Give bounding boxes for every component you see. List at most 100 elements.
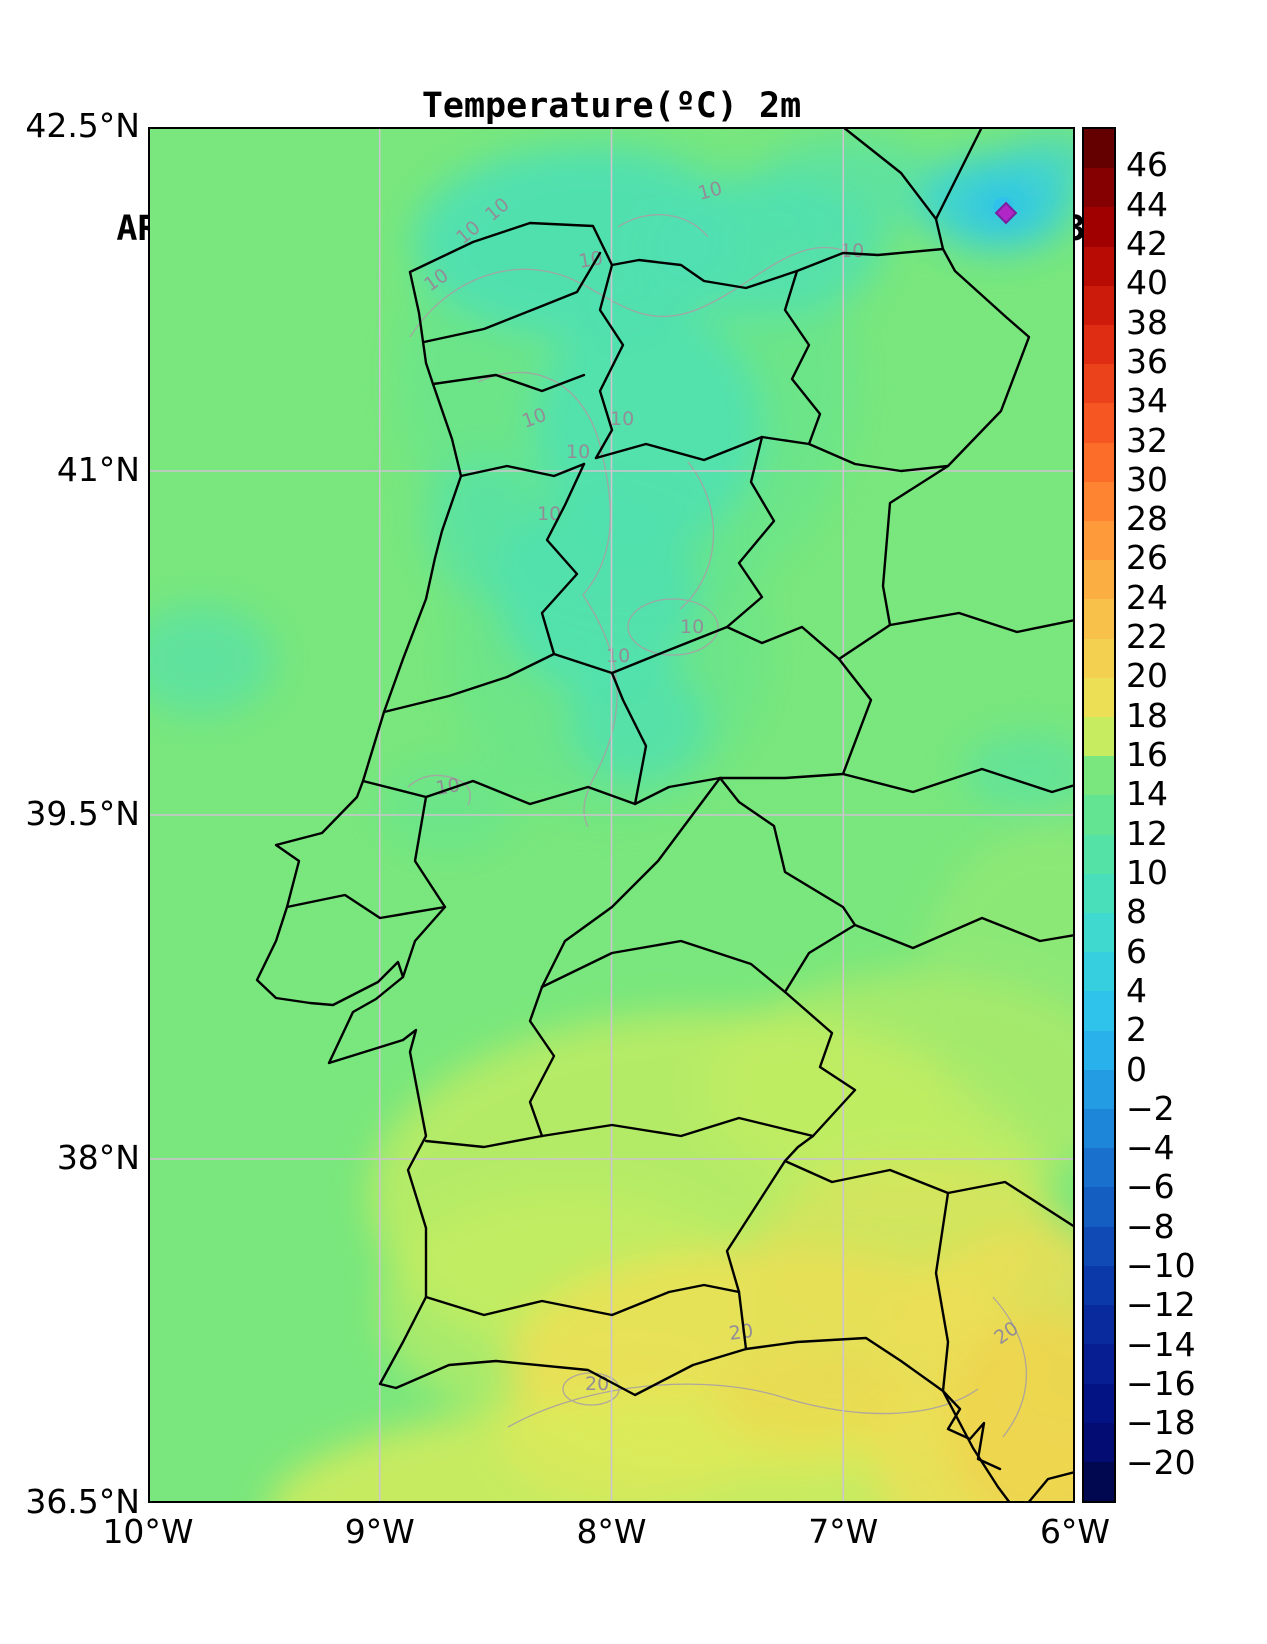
district-boundary [610, 671, 648, 806]
district-boundary [382, 625, 841, 714]
x-tick-label: 9°W [344, 1512, 415, 1551]
colorbar-segment [1084, 952, 1114, 992]
district-boundary [424, 1283, 741, 1317]
colorbar-segment [1084, 364, 1114, 404]
colorbar-segment [1084, 1226, 1114, 1266]
colorbar-segment [1084, 834, 1114, 874]
colorbar-segment [1084, 325, 1114, 365]
colorbar-segment [1084, 756, 1114, 796]
spain-province-line [783, 1159, 1075, 1229]
colorbar-tick-label: 18 [1126, 695, 1168, 735]
x-tick-label: 8°W [576, 1512, 647, 1551]
colorbar-tick-label: −16 [1126, 1364, 1196, 1404]
colorbar-tick-label: 20 [1126, 656, 1168, 696]
colorbar-segment [1084, 403, 1114, 443]
y-tick-label: 39.5°N [25, 794, 140, 833]
colorbar-segment [1084, 521, 1114, 561]
colorbar-tick-label: 42 [1126, 223, 1168, 263]
x-tick-label: 7°W [808, 1512, 879, 1551]
colorbar-segment [1084, 1148, 1114, 1188]
colorbar-segment [1084, 1461, 1114, 1502]
colorbar-tick-label: 6 [1126, 931, 1147, 971]
colorbar-tick-label: 40 [1126, 263, 1168, 303]
contour-label: 10 [680, 616, 704, 638]
colorbar-segment [1084, 285, 1114, 326]
colorbar-segment [1084, 442, 1114, 482]
contour-label: 10 [537, 503, 561, 525]
district-boundary [540, 776, 722, 989]
colorbar-tick-label: −10 [1126, 1246, 1196, 1286]
colorbar-tick-label: 4 [1126, 970, 1147, 1010]
colorbar-segment [1084, 717, 1114, 757]
spain-province-line [841, 767, 1075, 794]
colorbar-tick-label: 12 [1126, 813, 1168, 853]
colorbar-segment [1084, 481, 1114, 522]
district-boundary [540, 1116, 815, 1138]
colorbar-tick-label: 44 [1126, 184, 1168, 224]
colorbar-segment [1084, 1109, 1114, 1149]
colorbar-segment [1084, 1344, 1114, 1384]
colorbar-tick-label: −14 [1126, 1324, 1196, 1364]
colorbar-segment [1084, 677, 1114, 718]
coastline [255, 270, 1012, 1503]
district-boundary [361, 776, 722, 806]
spain-province-line [934, 127, 984, 221]
contour-label: 10 [566, 441, 590, 463]
chart-title: Temperature(ºC) 2m [421, 86, 802, 126]
colorbar-tick-label: −12 [1126, 1285, 1196, 1325]
colorbar-tick-label: 8 [1126, 892, 1147, 932]
guadalquivir-estuary [941, 1389, 1002, 1471]
spain-province-line [853, 916, 1075, 950]
district-boundary [594, 263, 625, 460]
district-boundary [431, 373, 586, 393]
colorbar-tick-label: 24 [1126, 577, 1168, 617]
spain-province-line [841, 127, 945, 251]
colorbar-segment [1084, 1069, 1114, 1110]
district-boundary [424, 1134, 544, 1149]
y-tick-label: 36.5°N [25, 1482, 140, 1521]
colorbar-segment [1084, 168, 1114, 208]
district-boundary [528, 985, 556, 1138]
colorbar-tick-label: −2 [1126, 1088, 1175, 1128]
colorbar-tick-label: 36 [1126, 341, 1168, 381]
colorbar-tick-label: 28 [1126, 499, 1168, 539]
spain-province-line [934, 1191, 950, 1393]
colorbar-tick-label: −4 [1126, 1128, 1175, 1168]
colorbar-tick-label: 32 [1126, 420, 1168, 460]
boundaries [255, 127, 1075, 1503]
colorbar-segment [1084, 991, 1114, 1031]
colorbar-tick-label: −8 [1126, 1206, 1175, 1246]
colorbar-segment [1084, 913, 1114, 953]
district-boundary [725, 435, 776, 629]
map-svg: 10 10 10 10 10 10 10 10 10 10 10 10 10 2… [148, 127, 1075, 1503]
colorbar-tick-label: 26 [1126, 538, 1168, 578]
coastline-cadiz [1026, 1470, 1075, 1503]
colorbar-segment [1084, 246, 1114, 286]
district-boundary [459, 462, 586, 478]
min-temp-marker [994, 201, 1018, 225]
x-tick-label: 6°W [1039, 1512, 1111, 1551]
colorbar-tick-label: 22 [1126, 617, 1168, 657]
colorbar-tick-label: 30 [1126, 459, 1168, 499]
colorbar-tick-label: 16 [1126, 735, 1168, 775]
contour-label: 20 [728, 1320, 755, 1345]
colorbar-segment [1084, 560, 1114, 600]
colorbar-segment [1084, 129, 1114, 169]
contour-label: 10 [840, 240, 864, 262]
y-tick-label: 42.5°N [25, 106, 140, 145]
colorbar-tick-label: 2 [1126, 1010, 1147, 1050]
colorbar-tick-label: 38 [1126, 302, 1168, 342]
colorbar-tick-label: −20 [1126, 1442, 1196, 1482]
colorbar-segment [1084, 1187, 1114, 1227]
map-plot-area: 10 10 10 10 10 10 10 10 10 10 10 10 10 2… [148, 127, 1075, 1503]
colorbar-swatches [1082, 127, 1116, 1503]
colorbar-segment [1084, 795, 1114, 835]
district-boundary [540, 462, 586, 656]
colorbar-segment [1084, 1305, 1114, 1345]
colorbar-segment [1084, 1383, 1114, 1423]
contour-lines [407, 214, 1028, 1438]
colorbar-tick-label: −18 [1126, 1403, 1196, 1443]
colorbar-segment [1084, 1030, 1114, 1070]
y-tick-label: 41°N [56, 450, 140, 489]
